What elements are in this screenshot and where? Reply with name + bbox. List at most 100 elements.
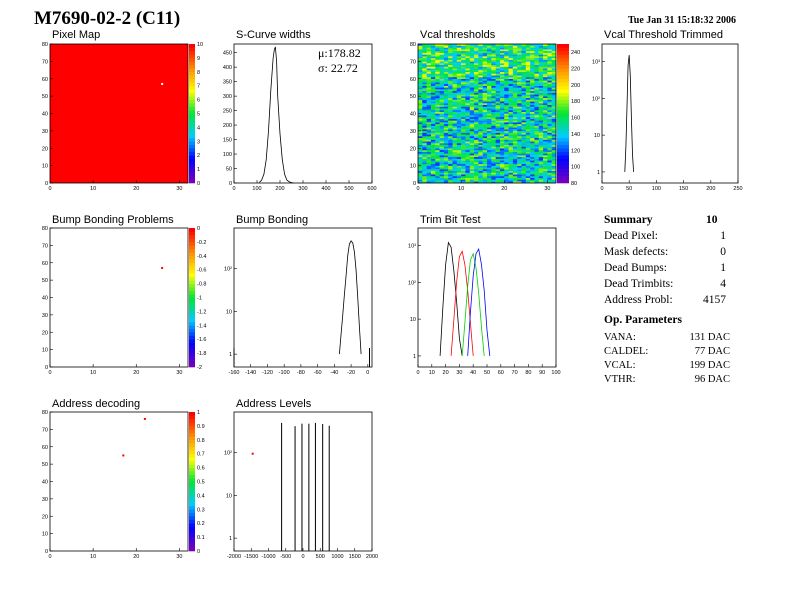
heatmap-cell [525, 59, 531, 62]
heatmap-cell [439, 101, 445, 104]
heatmap-cell [469, 59, 475, 62]
heatmap-cell [491, 176, 496, 178]
heatmap-cell [495, 97, 501, 100]
heatmap-cell [452, 61, 458, 64]
y-tick-label: 10³ [408, 244, 416, 250]
heatmap-cell [448, 82, 453, 85]
heatmap-cell [499, 149, 505, 152]
heatmap-cell [517, 77, 522, 79]
heatmap-cell [418, 165, 423, 168]
heatmap-cell [495, 111, 501, 114]
y-tick-label: 400 [223, 65, 232, 71]
heatmap-cell [491, 172, 496, 175]
heatmap-cell [456, 176, 462, 178]
heatmap-cell [422, 169, 427, 172]
heatmap-cell [435, 103, 440, 106]
heatmap-cell [435, 115, 440, 118]
heatmap-cell [499, 85, 505, 88]
heatmap-cell [426, 129, 432, 132]
heatmap-cell [512, 167, 518, 170]
heatmap-cell [491, 77, 496, 79]
heatmap-cell [491, 149, 496, 152]
heatmap-cell [512, 148, 518, 151]
heatmap-cell [504, 66, 509, 69]
heatmap-cell [499, 165, 505, 168]
heatmap-cell [517, 139, 522, 142]
heatmap-cell [439, 113, 445, 116]
heatmap-cell [439, 92, 445, 95]
heatmap-cell [469, 151, 475, 154]
heatmap-cell [465, 125, 470, 128]
heatmap-cell [469, 144, 475, 147]
heatmap-cell [508, 66, 514, 69]
heatmap-cell [525, 174, 531, 177]
heatmap-cell [426, 80, 432, 83]
heatmap-cell [426, 77, 432, 79]
colorbar-cell [557, 169, 569, 173]
heatmap-cell [504, 176, 509, 178]
colorbar-tick-label: -2 [197, 365, 202, 371]
heatmap-cell [482, 45, 488, 48]
heatmap-cell [495, 80, 501, 83]
heatmap-cell [499, 78, 505, 81]
heatmap-cell [538, 94, 544, 97]
heatmap-cell [491, 104, 496, 107]
heatmap-cell [517, 176, 522, 178]
heatmap-cell [495, 181, 501, 184]
heatmap-cell [478, 167, 483, 170]
heatmap-cell [495, 120, 501, 123]
heatmap-cell [461, 160, 466, 163]
heatmap-cell [461, 68, 466, 71]
heatmap-cell [452, 177, 458, 180]
heatmap-cell [426, 162, 432, 165]
heatmap-cell [491, 127, 496, 130]
heatmap-cell [512, 122, 518, 125]
heatmap-cell [448, 50, 453, 53]
heatmap-cell [422, 108, 427, 111]
heatmap-cell [422, 82, 427, 85]
heatmap-cell [499, 134, 505, 137]
heatmap-cell [456, 111, 462, 114]
heatmap-cell [508, 49, 514, 52]
heatmap-cell [448, 143, 453, 145]
heatmap-cell [534, 132, 539, 135]
heatmap-cell [538, 47, 544, 50]
scurve-title: S-Curve widths [236, 29, 311, 41]
heatmap-cell [512, 89, 518, 92]
heatmap-cell [517, 172, 522, 175]
heatmap-cell [512, 156, 518, 159]
heatmap-cell [435, 110, 440, 112]
heatmap-cell [469, 156, 475, 159]
heatmap-cell [551, 174, 557, 177]
heatmap-cell [495, 85, 501, 88]
heatmap-cell [439, 162, 445, 165]
heatmap-cell [508, 162, 514, 165]
heatmap-cell [465, 85, 470, 88]
heatmap-cell [538, 132, 544, 135]
heatmap-cell [521, 70, 527, 72]
heatmap-cell [499, 97, 505, 100]
heatmap-cell [504, 129, 509, 132]
mu-value: 178.82 [327, 46, 361, 60]
heatmap-cell [422, 127, 427, 130]
heatmap-cell [508, 71, 514, 74]
heatmap-cell [530, 170, 535, 173]
heatmap-cell [525, 52, 531, 55]
heatmap-cell [430, 122, 436, 125]
heatmap-cell [547, 162, 552, 165]
heatmap-cell [482, 151, 488, 154]
heatmap-cell [534, 56, 539, 59]
heatmap-cell [456, 137, 462, 140]
heatmap-cell [517, 158, 522, 161]
heatmap-cell [517, 181, 522, 184]
heatmap-cell [499, 113, 505, 116]
heatmap-cell [452, 129, 458, 132]
heatmap-cell [508, 163, 514, 166]
heatmap-cell [418, 71, 423, 74]
heatmap-cell [517, 132, 522, 135]
heatmap-cell [508, 97, 514, 100]
heatmap-cell [538, 83, 544, 86]
summary-heading: Summary [604, 214, 653, 226]
heatmap-cell [504, 179, 509, 182]
heatmap-cell [525, 151, 531, 154]
